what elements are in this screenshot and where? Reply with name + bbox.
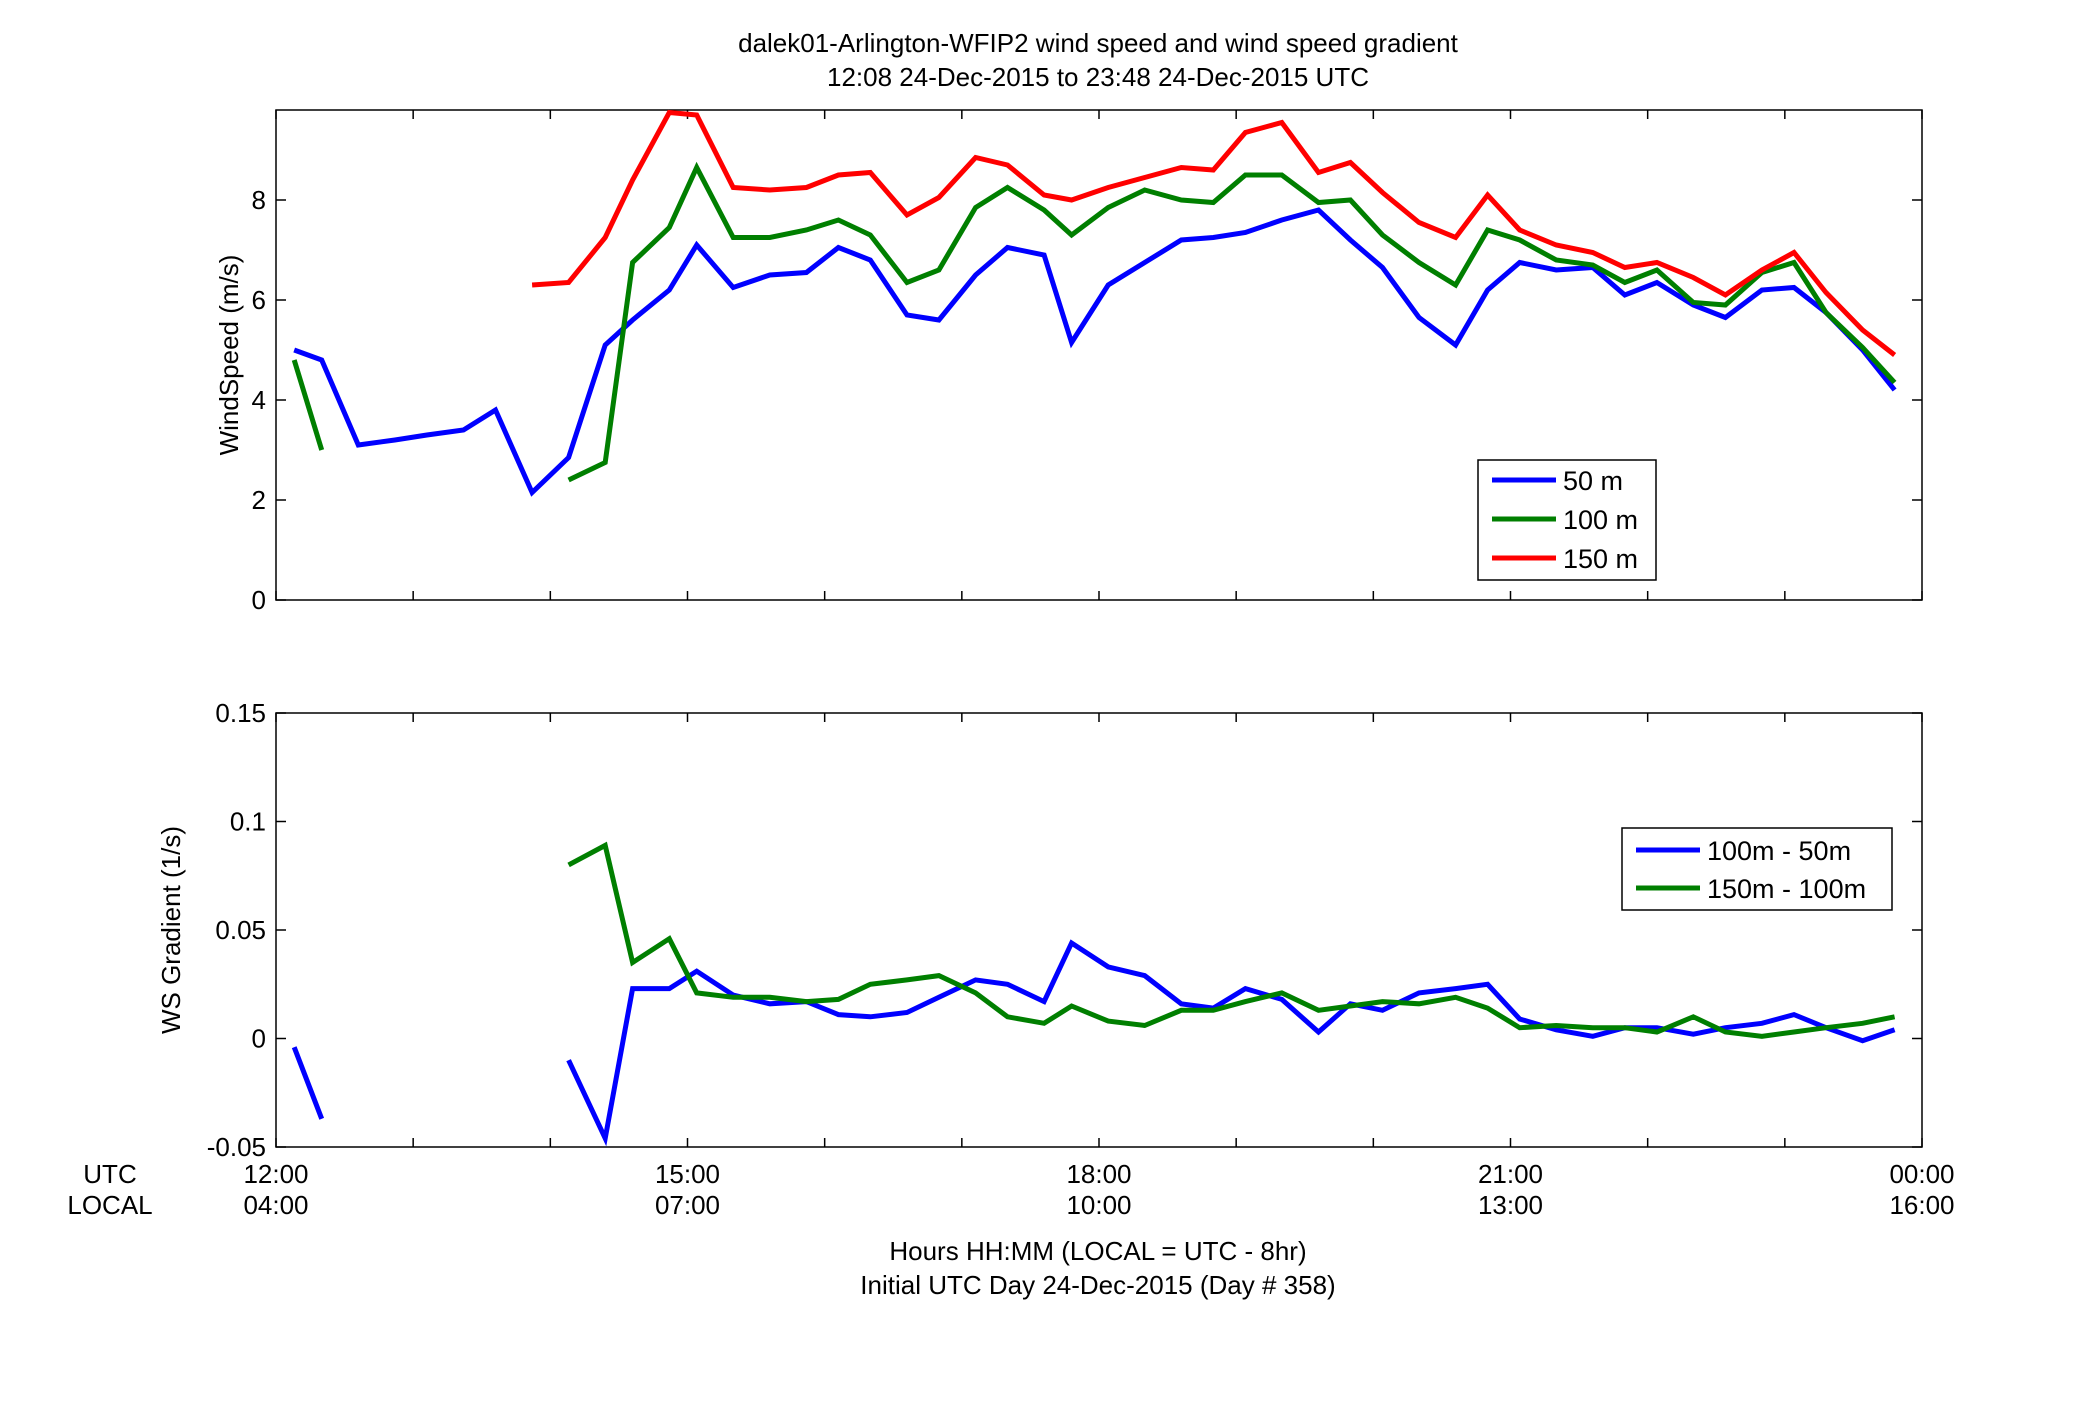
- xlabel-line1: Hours HH:MM (LOCAL = UTC - 8hr): [889, 1236, 1306, 1266]
- xlabel-line2: Initial UTC Day 24-Dec-2015 (Day # 358): [860, 1270, 1335, 1300]
- x-tick-label-local: 13:00: [1478, 1190, 1543, 1220]
- series-line-100m-50m: [291, 939, 1896, 1147]
- x-tick-label-local: 10:00: [1066, 1190, 1131, 1220]
- y-tick-label: 4: [252, 385, 266, 415]
- y-tick-label: 6: [252, 285, 266, 315]
- series-line-50-m: [293, 207, 1897, 497]
- y-tick-label: 0: [252, 1024, 266, 1054]
- wind-speed-axes-box: [275, 109, 1923, 601]
- y-tick-label: -0.05: [207, 1132, 266, 1162]
- x-tick-label-utc: 00:00: [1889, 1159, 1954, 1189]
- x-tick-label-local: 04:00: [243, 1190, 308, 1220]
- x-tick-label-utc: 15:00: [655, 1159, 720, 1189]
- x-tick-label-utc: 21:00: [1478, 1159, 1543, 1189]
- figure-title-line2: 12:08 24-Dec-2015 to 23:48 24-Dec-2015 U…: [827, 62, 1369, 92]
- legend-label-150m: 150 m: [1563, 544, 1638, 574]
- x-tick-label-local: 07:00: [655, 1190, 720, 1220]
- utc-row-label: UTC: [83, 1159, 136, 1189]
- gradient-legend: 100m - 50m 150m - 100m: [1621, 827, 1893, 911]
- legend-label-100m: 100 m: [1563, 505, 1638, 535]
- figure-title-line1: dalek01-Arlington-WFIP2 wind speed and w…: [738, 28, 1459, 58]
- gradient-ylabel: WS Gradient (1/s): [156, 826, 186, 1034]
- series-line-150m-100m: [567, 841, 1896, 1039]
- x-tick-label-utc: 12:00: [243, 1159, 308, 1189]
- local-row-label: LOCAL: [67, 1190, 152, 1220]
- wind-speed-legend: 50 m 100 m 150 m: [1477, 459, 1657, 581]
- legend-label-100m-50m: 100m - 50m: [1707, 836, 1851, 866]
- series-line-150-m: [531, 109, 1897, 357]
- wind-speed-ylabel: WindSpeed (m/s): [214, 255, 244, 456]
- y-tick-label: 0: [252, 585, 266, 615]
- wind-speed-panel: 0 2 4 6 8 WindSpeed (m/s) 50 m 100 m 150 m: [214, 109, 1923, 615]
- legend-label-150m-100m: 150m - 100m: [1707, 874, 1866, 904]
- x-tick-label-utc: 18:00: [1066, 1159, 1131, 1189]
- y-tick-label: 0.1: [230, 807, 266, 837]
- y-tick-label: 2: [252, 485, 266, 515]
- x-tick-label-local: 16:00: [1889, 1190, 1954, 1220]
- gradient-legend-box: [1621, 827, 1893, 911]
- legend-label-50m: 50 m: [1563, 466, 1623, 496]
- series-line-100-m: [291, 161, 1897, 483]
- wind-speed-series-group: [291, 109, 1897, 497]
- gradient-axes-box: [275, 712, 1923, 1148]
- y-tick-label: 8: [252, 185, 266, 215]
- gradient-panel: -0.05 0 0.05 0.1 0.15 WS Gradient (1/s) 100m…: [156, 698, 1923, 1162]
- y-tick-label: 0.05: [215, 915, 266, 945]
- y-tick-label: 0.15: [215, 698, 266, 728]
- gradient-series-group: [291, 841, 1896, 1147]
